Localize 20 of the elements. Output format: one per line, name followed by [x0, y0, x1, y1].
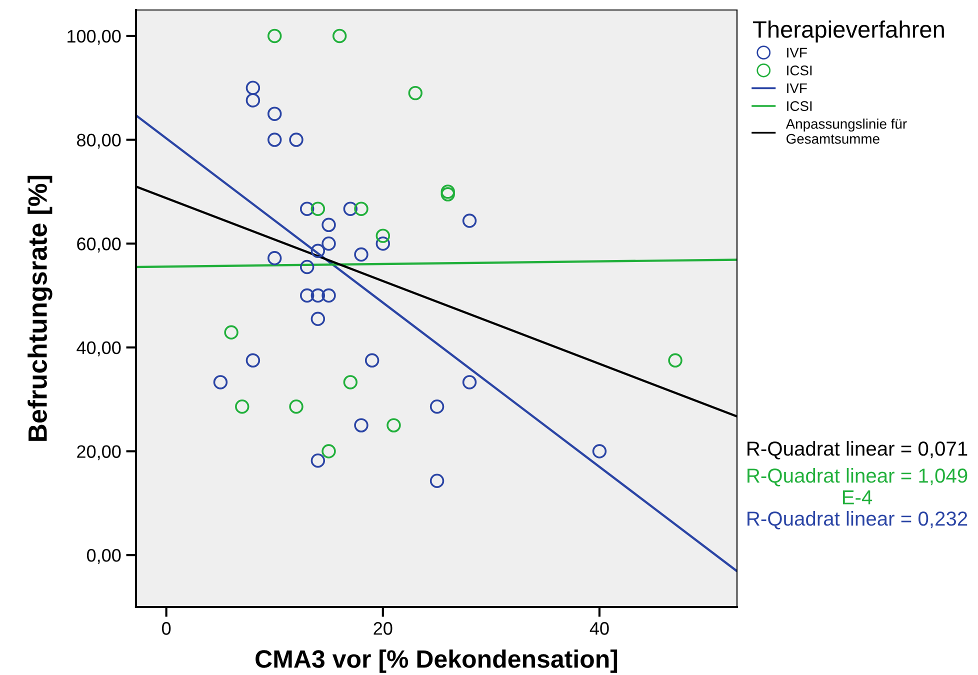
text: R-Quadrat linear = 0,232 [748, 511, 968, 530]
y-tick-label: 0,00 [86, 549, 121, 564]
y-tick-label: 60,00 [77, 238, 121, 252]
y-axis-title: Befruchtungsrate [%] [28, 176, 52, 441]
legend-label: ICSI [787, 101, 812, 111]
x-tick-label: 40 [590, 622, 609, 635]
legend-title: Therapieverfahren [753, 20, 944, 43]
text: R-Quadrat linear = 1,049 E-4 [748, 468, 968, 504]
y-tick-label: 40,00 [76, 341, 121, 356]
legend-label: ICSI [787, 66, 812, 76]
y-tick-label: 80,00 [77, 134, 121, 149]
x-tick-label: 0 [162, 622, 171, 635]
legend-label: IVF [787, 83, 807, 94]
text: R-Quadrat linear = 0,071 [748, 441, 968, 460]
y-tick-label: 100,00 [68, 30, 121, 45]
legend-label: IVF [787, 48, 807, 58]
legend-label: Anpassungslinie für Gesamtsumme [786, 118, 907, 144]
y-tick-label: 20,00 [77, 445, 121, 460]
x-tick-label: 20 [374, 622, 392, 635]
x-axis-title: CMA3 vor [% Dekondensation] [256, 650, 618, 673]
